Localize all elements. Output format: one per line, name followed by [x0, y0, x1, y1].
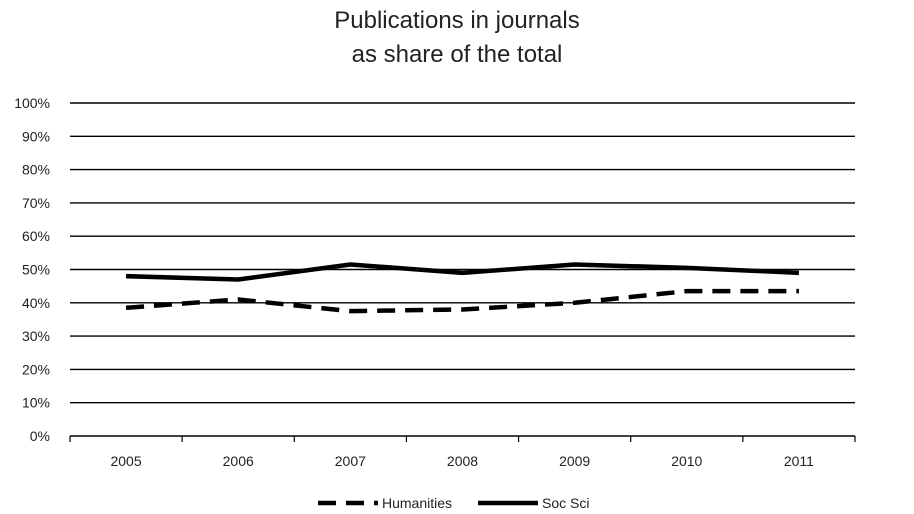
x-axis-ticks: 2005 2006 2007 2008 2009 2010 2011: [69, 436, 856, 469]
y-tick-label: 30%: [22, 328, 50, 344]
y-tick-label: 40%: [22, 295, 50, 311]
y-tick-label: 0%: [30, 428, 50, 444]
x-tick-label: 2008: [447, 453, 478, 469]
x-tick-label: 2006: [223, 453, 254, 469]
x-tick-label: 2011: [784, 453, 814, 469]
y-tick-label: 20%: [22, 361, 50, 377]
x-tick-label: 2009: [559, 453, 590, 469]
chart-title-line-1: Publications in journals: [334, 7, 579, 34]
x-tick-label: 2005: [110, 453, 141, 469]
series-lines: [125, 262, 800, 314]
x-tick-label: 2007: [335, 453, 366, 469]
legend: Humanities Soc Sci: [318, 495, 589, 511]
chart-title-line-2: as share of the total: [352, 41, 563, 68]
chart-title: Publications in journals as share of the…: [334, 7, 579, 68]
y-tick-label: 50%: [22, 262, 50, 278]
y-tick-label: 10%: [22, 395, 50, 411]
series-line-soc-sci: [126, 262, 800, 282]
y-tick-label: 70%: [22, 195, 50, 211]
y-tick-label: 90%: [22, 128, 50, 144]
y-tick-label: 60%: [22, 228, 50, 244]
legend-label: Humanities: [382, 495, 452, 511]
x-tick-label: 2010: [671, 453, 702, 469]
y-tick-label: 100%: [14, 95, 50, 111]
y-axis-ticks: 0% 10% 20% 30% 40% 50% 60% 70% 80% 90% 100%: [14, 95, 50, 444]
legend-label: Soc Sci: [542, 495, 589, 511]
gridlines: [70, 102, 855, 437]
series-line-humanities: [125, 288, 799, 314]
y-tick-label: 80%: [22, 162, 50, 178]
